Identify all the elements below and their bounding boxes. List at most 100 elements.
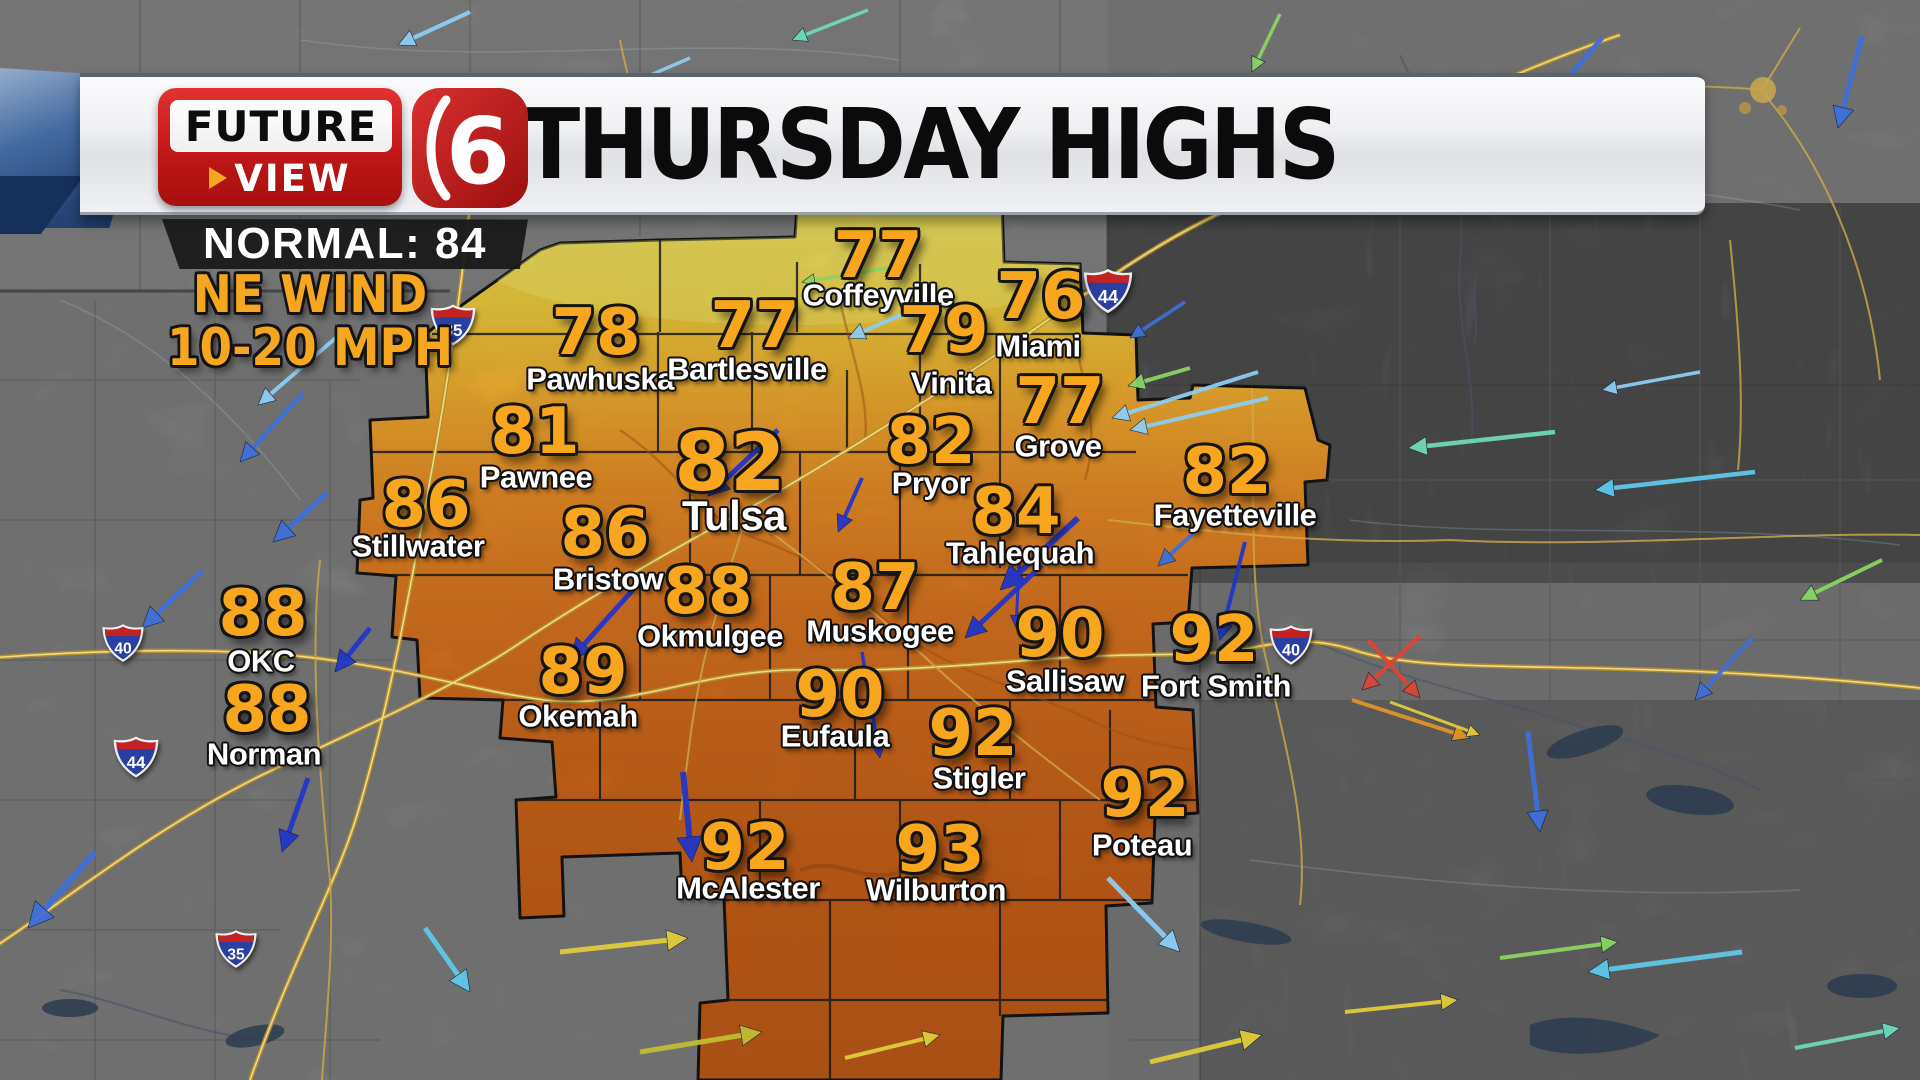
temperature-wilburton: 93 [895,813,985,887]
wind-arrow [1129,300,1186,339]
temperature-bartlesville: 77 [710,289,800,363]
lakes [42,725,1897,1054]
wind-arrow [676,771,703,863]
page-title: THURSDAY HIGHS [522,87,1340,201]
wind-arrow [1361,634,1422,691]
temperature-stigler: 92 [928,697,1018,771]
temperature-vinita: 79 [899,294,989,368]
temperature-sallisaw: 90 [1015,598,1105,672]
wind-arrow [422,926,471,993]
channel-number: 6 [446,98,510,205]
city-name-pawhuska: Pawhuska [526,361,674,397]
interstate-40-shield: 40 [102,624,144,662]
temperature-pawnee: 81 [490,395,580,469]
svg-text:40: 40 [1282,642,1300,660]
temperature-okmulgee: 88 [663,555,753,629]
region-rivers [619,299,1194,752]
wind-arrow [1009,544,1024,629]
temperature-norman: 88 [222,673,312,747]
logo-swoosh [426,95,451,201]
wind-arrow [1106,876,1181,953]
wind-arrow [1251,13,1282,73]
wind-arrow [559,929,689,955]
interstate-35-shield: 35 [215,930,257,968]
wind-arrow [707,428,780,497]
svg-text:35: 35 [227,946,245,963]
temperature-mcalester: 92 [700,811,790,885]
wind-line2: 10-20 MPH [166,318,454,378]
temperature-coffeyville: 77 [833,219,923,293]
future-view-logo-line1: FUTURE [184,101,378,151]
city-name-eufaula: Eufaula [780,718,890,754]
city-name-bristow: Bristow [552,561,664,597]
wind-arrow [639,1024,763,1055]
wind-arrow [860,651,886,759]
wind-arrow [1499,935,1619,960]
future-view-logo: FUTURE VIEW [158,88,402,206]
wind-arrow [1799,558,1883,601]
city-name-okemah: Okemah [518,698,638,734]
interstate-40-shield: 40 [1269,625,1313,665]
wind-arrow [1794,1022,1901,1050]
wind-arrow [801,266,889,287]
temperature-fort-smith: 92 [1169,603,1259,677]
wind-arrow [964,563,1044,639]
temperature-bristow: 86 [560,497,650,571]
city-name-muskogee: Muskogee [806,613,954,649]
temperature-okc: 88 [218,577,308,651]
county-lines-region [372,240,1198,1080]
wind-arrow [141,568,205,629]
normal-temp-bar: NORMAL: 84 [162,219,528,269]
city-name-wilburton: Wilburton [866,872,1006,908]
temperature-miami: 76 [996,260,1086,334]
temperature-pryor: 82 [886,405,976,479]
play-triangle-icon [209,167,228,189]
wind-arrow [1525,731,1549,833]
wind-arrow [1351,698,1471,742]
wind-arrow [397,10,471,46]
wind-line1: NE WIND [192,264,428,325]
wind-arrow [1215,541,1247,641]
temperature-grove: 77 [1015,365,1105,439]
wind-arrow [1594,469,1756,498]
wind-arrow [1344,992,1459,1014]
wind-arrow [278,777,311,853]
svg-text:44: 44 [1098,286,1119,307]
wind-arrow [1694,636,1754,701]
wind-arrow [1587,949,1743,981]
city-name-fayetteville: Fayetteville [1153,497,1317,533]
wind-arrow [1129,396,1269,435]
interstate-44-shield: 44 [113,736,159,778]
wind-arrow [272,491,329,543]
temperature-tahlequah: 84 [971,475,1061,549]
svg-text:44: 44 [127,753,146,772]
temperature-stillwater: 86 [381,468,471,542]
city-name-bartlesville: Bartlesville [667,351,827,387]
wind-arrow [239,391,305,463]
city-name-pryor: Pryor [891,465,971,501]
svg-text:40: 40 [114,640,132,657]
temperature-tulsa: 82 [674,416,786,509]
temperature-muskogee: 87 [830,551,920,625]
city-name-coffeyville: Coffeyville [802,277,954,313]
wind-arrow [999,515,1081,591]
wind-arrow [1407,429,1556,456]
city-name-mcalester: McAlester [676,870,820,906]
city-name-tulsa: Tulsa [681,492,787,539]
wind-arrow [1111,370,1259,422]
temperature-okemah: 89 [538,635,628,709]
city-name-fort-smith: Fort Smith [1141,668,1292,704]
city-name-miami: Miami [995,328,1081,364]
temperature-eufaula: 90 [795,658,885,732]
wind-arrow [791,8,869,42]
wind-arrow [1389,700,1481,737]
city-name-tahlequah: Tahlequah [945,535,1095,571]
forecast-region [355,201,1332,1080]
wind-annotation: NE WIND 10-20 MPH [166,264,454,378]
temperature-poteau: 92 [1100,758,1190,832]
wind-arrow [1832,35,1865,129]
wind-arrow [569,580,642,661]
city-name-pawnee: Pawnee [479,459,593,495]
temperature-fayetteville: 82 [1182,435,1272,509]
